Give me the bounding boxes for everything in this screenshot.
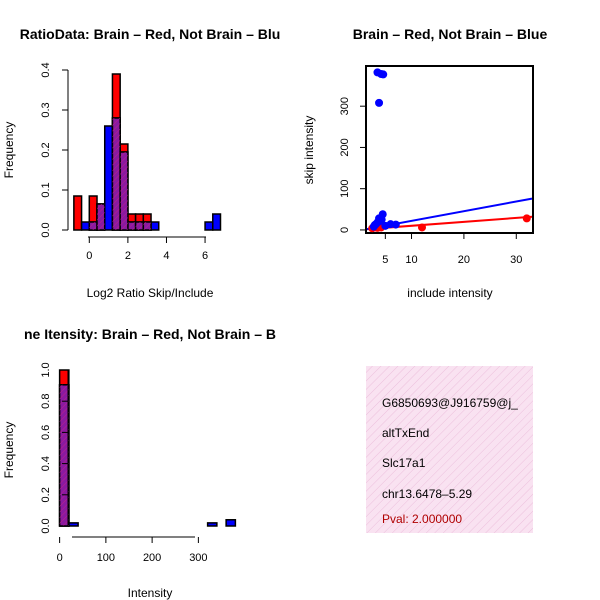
intensity-y-tick-label-5: 1.0 [40, 362, 52, 377]
event-info-background [366, 366, 533, 533]
intensity-y-tick-label-3: 0.6 [40, 425, 52, 440]
hist1-not-brain-bar-11 [212, 213, 222, 231]
hist1-overlap-hatch-3 [97, 204, 105, 230]
intensity-x-tick-label-2: 200 [143, 552, 161, 564]
hist1-not-brain-bar-0 [80, 221, 91, 231]
scatter-brain-point-5 [418, 223, 426, 232]
scatter-x-tick-label-0: 5 [382, 254, 388, 266]
intensity-scatter-y-label: skip intensity [302, 116, 316, 185]
hist3-not-brain-bar-1 [68, 522, 79, 527]
intensity-x-tick-label-0: 0 [57, 552, 63, 564]
scatter-x-tick-label-3: 30 [510, 254, 522, 266]
ratio-x-tick-label-1: 2 [125, 250, 131, 262]
ratio-y-tick-label-2: 0.2 [40, 142, 52, 157]
intensity-histogram-x-ticks: 0 100 200 300 [57, 537, 208, 564]
hist1-not-brain-bar-10 [204, 221, 214, 231]
scatter-y-tick-label-2: 200 [339, 138, 351, 156]
scatter-y-tick-label-1: 100 [339, 180, 351, 198]
intensity-histogram-x-label: Intensity [128, 586, 173, 600]
scatter-not-brain-point-2 [379, 70, 388, 79]
hist3-not-brain-bar-3 [225, 519, 237, 527]
intensity-histogram-axes [67, 370, 195, 538]
hist1-not-brain-bar-9 [150, 221, 160, 231]
hist1-overlap-hatch-6 [135, 222, 144, 230]
scatter-not-brain-point-3 [375, 98, 384, 107]
event-type: altTxEnd [382, 426, 429, 440]
intensity-histogram-panel: ne Itensity: Brain – Red, Not Brain – B … [2, 326, 276, 600]
intensity-scatter-frame [365, 65, 534, 234]
intensity-histogram-y-label: Frequency [2, 422, 16, 479]
ratio-histogram-x-label: Log2 Ratio Skip/Include [87, 286, 214, 300]
ratio-y-tick-label-3: 0.3 [40, 102, 52, 117]
intensity-scatter-x-label: include intensity [407, 286, 492, 300]
intensity-x-tick-label-1: 100 [97, 552, 115, 564]
intensity-histogram-y-ticks: 0.0 0.2 0.4 0.6 0.8 1.0 [40, 362, 68, 534]
intensity-scatter-title: Brain – Red, Not Brain – Blue [353, 26, 548, 42]
intensity-x-tick-label-3: 300 [189, 552, 207, 564]
intensity-y-tick-label-1: 0.2 [40, 487, 52, 502]
ratio-x-tick-label-0: 0 [86, 250, 92, 262]
ratio-x-tick-label-2: 4 [163, 250, 169, 262]
scatter-x-tick-label-2: 20 [458, 254, 470, 266]
ratio-y-tick-label-4: 0.4 [40, 62, 52, 77]
hist1-overlap-hatch-1 [127, 222, 136, 230]
event-id: G6850693@J916759@j_ [382, 396, 518, 410]
intensity-histogram-bars [58, 369, 237, 527]
intensity-scatter-x-ticks: 5 10 20 30 [382, 233, 522, 266]
p-value: Pval: 2.000000 [382, 512, 462, 526]
scatter-not-brain-point-14 [375, 214, 384, 223]
ratio-histogram-y-label: Frequency [2, 122, 16, 179]
scatter-x-tick-label-1: 10 [405, 254, 417, 266]
scatter-y-tick-label-0: 0 [339, 227, 351, 233]
intensity-scatter-points [368, 68, 531, 233]
hist1-overlap-hatch-5 [120, 152, 128, 230]
hist3-overlap-hatch-0 [59, 384, 69, 526]
ratio-histogram-y-ticks: 0.0 0.1 0.2 0.3 0.4 [40, 62, 68, 238]
scatter-not-brain-point-13 [391, 220, 400, 229]
hist1-overlap-hatch-0 [89, 222, 98, 230]
ratio-y-tick-label-0: 0.0 [40, 222, 52, 237]
hist1-overlap-hatch-4 [112, 118, 121, 230]
hist3-not-brain-bar-2 [206, 522, 218, 527]
intensity-histogram-title: ne Itensity: Brain – Red, Not Brain – B [24, 326, 276, 342]
intensity-y-tick-label-2: 0.4 [40, 456, 52, 471]
gene-name: Slc17a1 [382, 456, 426, 470]
hist1-overlap-hatch-7 [143, 222, 152, 230]
event-info-panel: G6850693@J916759@j_ altTxEnd Slc17a1 chr… [366, 366, 533, 533]
scatter-y-tick-label-3: 300 [339, 97, 351, 115]
ratio-x-tick-label-3: 6 [202, 250, 208, 262]
intensity-y-tick-label-4: 0.8 [40, 394, 52, 409]
ratio-histogram-title: RatioData: Brain – Red, Not Brain – Blu [20, 26, 281, 42]
ratio-histogram-panel: RatioData: Brain – Red, Not Brain – Blu … [2, 26, 280, 300]
ratio-histogram-bars [73, 73, 222, 231]
intensity-scatter-panel: Brain – Red, Not Brain – Blue 5 10 20 30 0 1… [302, 26, 547, 300]
hist1-brain-bar-0 [73, 195, 83, 231]
intensity-scatter-y-ticks: 0 100 200 300 [339, 97, 366, 233]
genomic-location: chr13.6478–5.29 [382, 487, 472, 501]
ratio-y-tick-label-1: 0.1 [40, 182, 52, 197]
hist1-not-brain-bar-3 [103, 125, 114, 231]
scatter-brain-point-6 [522, 214, 531, 223]
intensity-y-tick-label-0: 0.0 [40, 518, 52, 533]
ratio-histogram-x-ticks: 0 2 4 6 [86, 237, 208, 262]
